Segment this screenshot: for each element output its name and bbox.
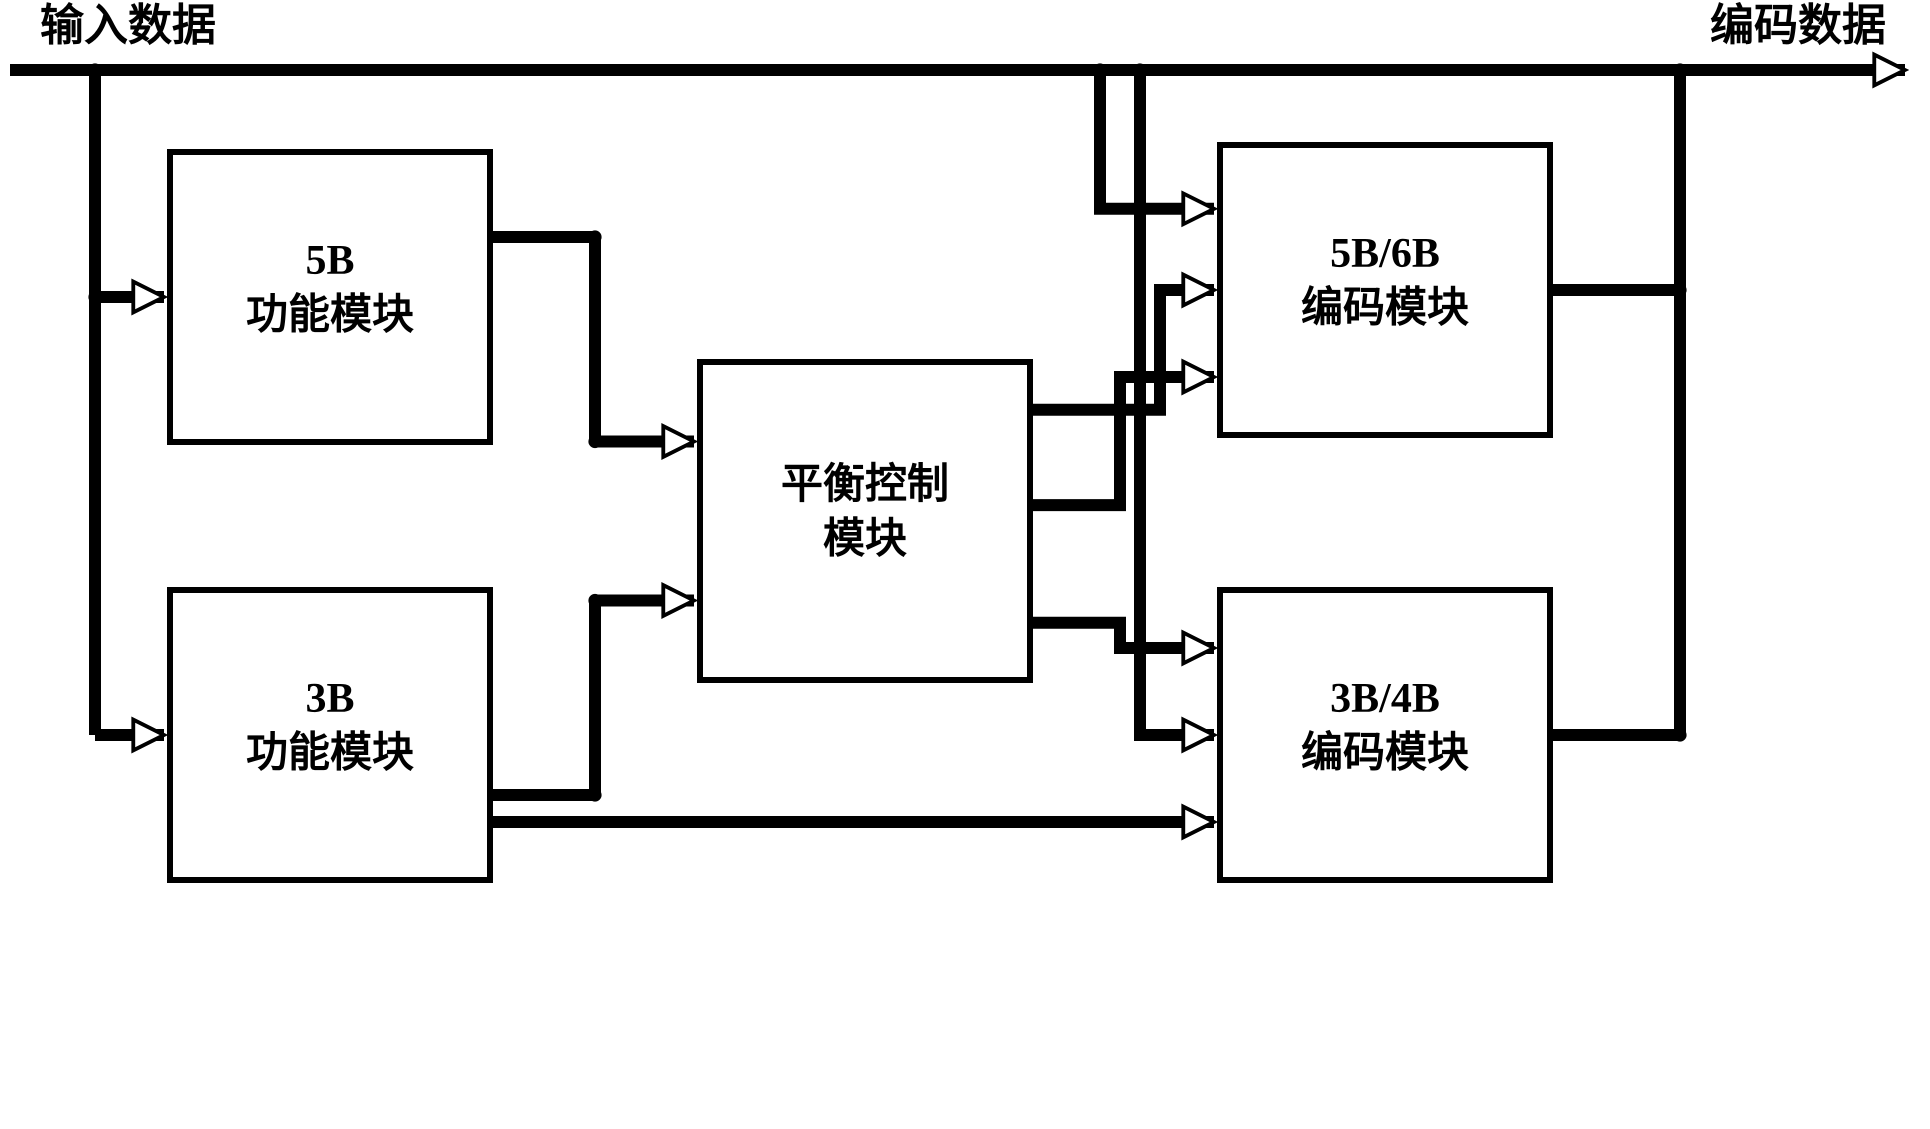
e34-label-2: 编码模块 [1301,730,1469,777]
junction-dot [1673,63,1686,76]
e34-label-1: 3B/4B [1330,676,1440,722]
junction-dot [1673,283,1686,296]
junction-dot [1133,63,1146,76]
junction-dot [588,594,601,607]
junction-dot [88,290,101,303]
junction-dot [588,230,601,243]
b3-label-2: 功能模块 [246,730,414,777]
bal-label-1: 平衡控制 [781,461,949,508]
junction-dot [88,63,101,76]
junction-dot [1093,63,1106,76]
output-label: 编码数据 [1710,1,1886,50]
b5-label-1: 5B [305,238,354,284]
e56-label-1: 5B/6B [1330,231,1440,277]
b3-label-1: 3B [305,676,354,722]
input-label: 输入数据 [40,1,216,50]
junction-dot [588,435,601,448]
e56-label-2: 编码模块 [1301,285,1469,332]
bal-label-2: 模块 [823,516,907,563]
junction-dot [1673,728,1686,741]
junction-dot [588,788,601,801]
b5-label-2: 功能模块 [246,292,414,339]
